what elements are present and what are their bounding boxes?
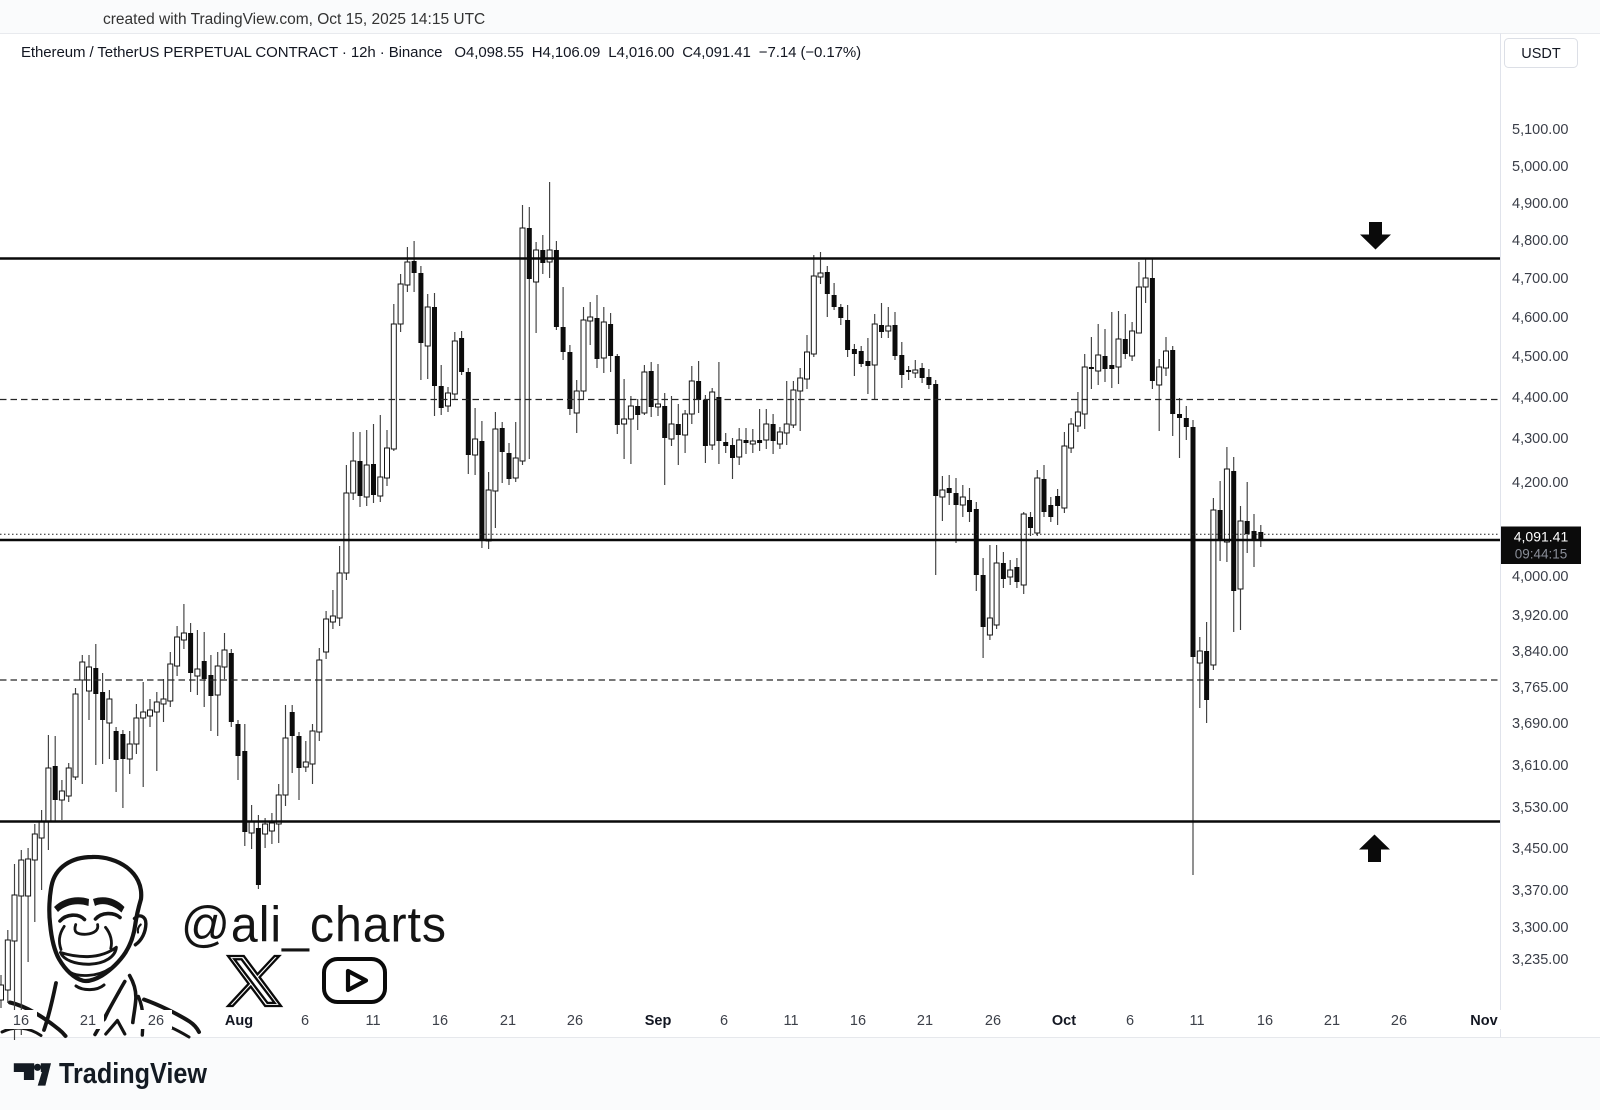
svg-text:11: 11 (365, 1013, 380, 1029)
svg-text:3,450.00: 3,450.00 (1512, 841, 1568, 857)
svg-text:21: 21 (80, 1013, 96, 1029)
svg-text:3,610.00: 3,610.00 (1512, 758, 1568, 774)
svg-text:3,235.00: 3,235.00 (1512, 952, 1568, 968)
svg-text:26: 26 (567, 1013, 583, 1029)
svg-text:3,765.00: 3,765.00 (1512, 680, 1568, 696)
svg-text:6: 6 (301, 1013, 309, 1029)
svg-text:5,000.00: 5,000.00 (1512, 159, 1568, 175)
svg-text:3,530.00: 3,530.00 (1512, 800, 1568, 816)
svg-text:created with TradingView.com,: created with TradingView.com, Oct 15, 20… (103, 11, 485, 28)
svg-text:26: 26 (1391, 1013, 1407, 1029)
svg-text:4,000.00: 4,000.00 (1512, 569, 1568, 585)
svg-text:21: 21 (500, 1013, 516, 1029)
svg-text:26: 26 (148, 1013, 164, 1029)
svg-text:11: 11 (1189, 1013, 1204, 1029)
svg-text:21: 21 (917, 1013, 933, 1029)
svg-text:Oct: Oct (1052, 1013, 1076, 1029)
svg-text:16: 16 (850, 1013, 866, 1029)
svg-text:09:44:15: 09:44:15 (1515, 547, 1568, 562)
svg-text:4,400.00: 4,400.00 (1512, 390, 1568, 406)
svg-text:Nov: Nov (1470, 1013, 1497, 1029)
svg-text:4,600.00: 4,600.00 (1512, 310, 1568, 326)
svg-text:4,091.41: 4,091.41 (1514, 529, 1569, 545)
svg-text:3,300.00: 3,300.00 (1512, 920, 1568, 936)
svg-text:3,920.00: 3,920.00 (1512, 608, 1568, 624)
svg-text:4,700.00: 4,700.00 (1512, 271, 1568, 287)
svg-text:4,900.00: 4,900.00 (1512, 196, 1568, 212)
svg-text:16: 16 (13, 1013, 29, 1029)
svg-text:21: 21 (1324, 1013, 1340, 1029)
svg-text:Ethereum / TetherUS PERPETUAL: Ethereum / TetherUS PERPETUAL CONTRACT ·… (21, 44, 861, 61)
svg-text:16: 16 (432, 1013, 448, 1029)
svg-text:4,300.00: 4,300.00 (1512, 431, 1568, 447)
svg-text:6: 6 (720, 1013, 728, 1029)
svg-text:Sep: Sep (645, 1013, 672, 1029)
svg-text:4,500.00: 4,500.00 (1512, 349, 1568, 365)
svg-text:3,840.00: 3,840.00 (1512, 644, 1568, 660)
svg-text:USDT: USDT (1521, 46, 1561, 62)
svg-text:@ali_charts: @ali_charts (181, 897, 447, 953)
svg-text:3,370.00: 3,370.00 (1512, 883, 1568, 899)
svg-text:TradingView: TradingView (59, 1058, 207, 1090)
svg-text:26: 26 (985, 1013, 1001, 1029)
svg-text:5,100.00: 5,100.00 (1512, 122, 1568, 138)
svg-text:4,800.00: 4,800.00 (1512, 233, 1568, 249)
svg-text:6: 6 (1126, 1013, 1134, 1029)
svg-text:16: 16 (1257, 1013, 1273, 1029)
svg-text:3,690.00: 3,690.00 (1512, 716, 1568, 732)
svg-text:Aug: Aug (225, 1013, 253, 1029)
svg-text:4,200.00: 4,200.00 (1512, 475, 1568, 491)
svg-text:11: 11 (783, 1013, 798, 1029)
